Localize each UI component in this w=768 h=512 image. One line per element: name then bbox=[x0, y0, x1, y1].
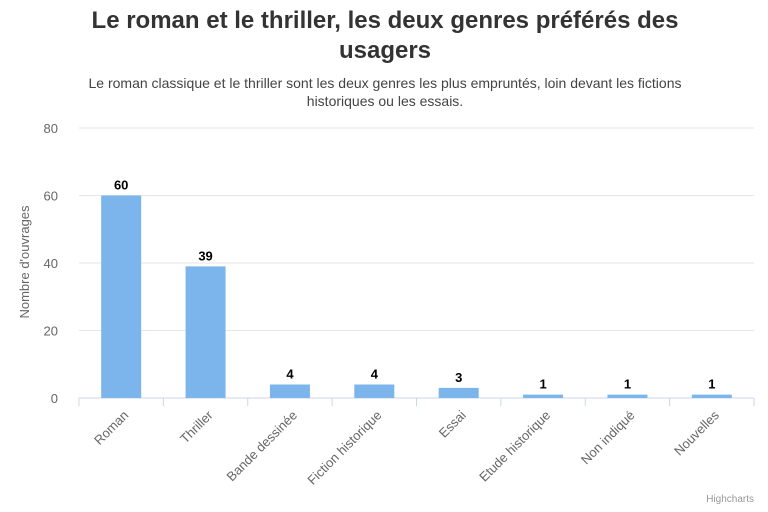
data-label: 3 bbox=[455, 370, 462, 385]
x-axis: Roman Thriller Bande dessinée Fiction histo… bbox=[78, 398, 755, 488]
data-label: 4 bbox=[371, 367, 379, 382]
x-tick-label: Etude historique bbox=[476, 408, 553, 485]
y-tick-label: 60 bbox=[44, 189, 58, 204]
y-tick-label: 80 bbox=[44, 121, 58, 136]
y-axis: 0 20 40 60 80 bbox=[44, 121, 58, 406]
x-tick-label: Roman bbox=[91, 408, 131, 448]
x-tick-label: Non indiqué bbox=[578, 408, 638, 468]
bar[interactable] bbox=[354, 384, 395, 399]
data-label: 39 bbox=[198, 248, 212, 263]
bar[interactable] bbox=[691, 394, 732, 398]
y-tick-label: 20 bbox=[44, 324, 58, 339]
data-label: 60 bbox=[114, 178, 128, 193]
bar[interactable] bbox=[185, 266, 226, 398]
grid-lines bbox=[79, 127, 754, 399]
bar[interactable] bbox=[523, 394, 564, 398]
x-tick-label: Bande dessinée bbox=[224, 408, 301, 485]
y-tick-label: 40 bbox=[44, 256, 58, 271]
chart-title: Le roman et le thriller, les deux genres… bbox=[91, 7, 679, 64]
x-tick-label: Fiction historique bbox=[304, 408, 384, 488]
bar[interactable] bbox=[269, 384, 310, 399]
bar[interactable] bbox=[438, 387, 479, 398]
data-label: 4 bbox=[286, 367, 294, 382]
data-label: 1 bbox=[539, 377, 546, 392]
y-axis-title: Nombre d'ouvrages bbox=[17, 205, 32, 319]
data-label: 1 bbox=[624, 377, 631, 392]
x-tick-label: Essai bbox=[436, 407, 469, 440]
credits-link[interactable]: Highcharts bbox=[706, 494, 754, 505]
chart-subtitle: Le roman classique et le thriller sont l… bbox=[88, 75, 682, 109]
bar[interactable] bbox=[101, 195, 142, 399]
data-labels: 60 39 4 4 3 1 1 1 bbox=[114, 178, 715, 392]
bar-series bbox=[101, 195, 732, 399]
y-tick-label: 0 bbox=[51, 391, 58, 406]
data-label: 1 bbox=[708, 377, 715, 392]
x-tick-label: Nouvelles bbox=[671, 407, 722, 458]
x-tick-label: Thriller bbox=[177, 407, 216, 446]
bar[interactable] bbox=[607, 394, 648, 398]
